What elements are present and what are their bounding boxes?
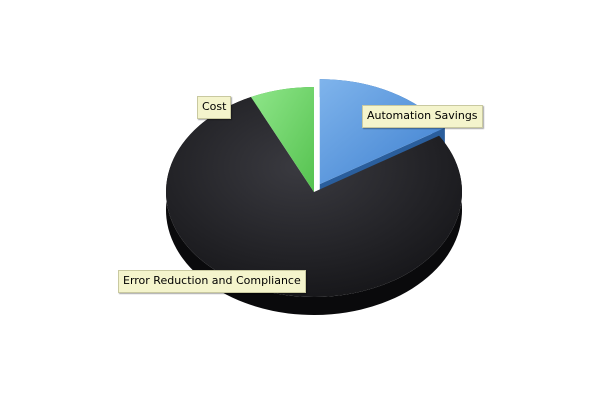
slice-label-cost: Cost (197, 96, 232, 119)
slice-label-error-reduction: Error Reduction and Compliance (118, 270, 306, 293)
slice-cost (250, 87, 314, 192)
slice-tops (166, 79, 463, 297)
slice-label-automation-savings: Automation Savings (362, 105, 483, 128)
slice-error-reduction-and-compliance (166, 96, 463, 297)
